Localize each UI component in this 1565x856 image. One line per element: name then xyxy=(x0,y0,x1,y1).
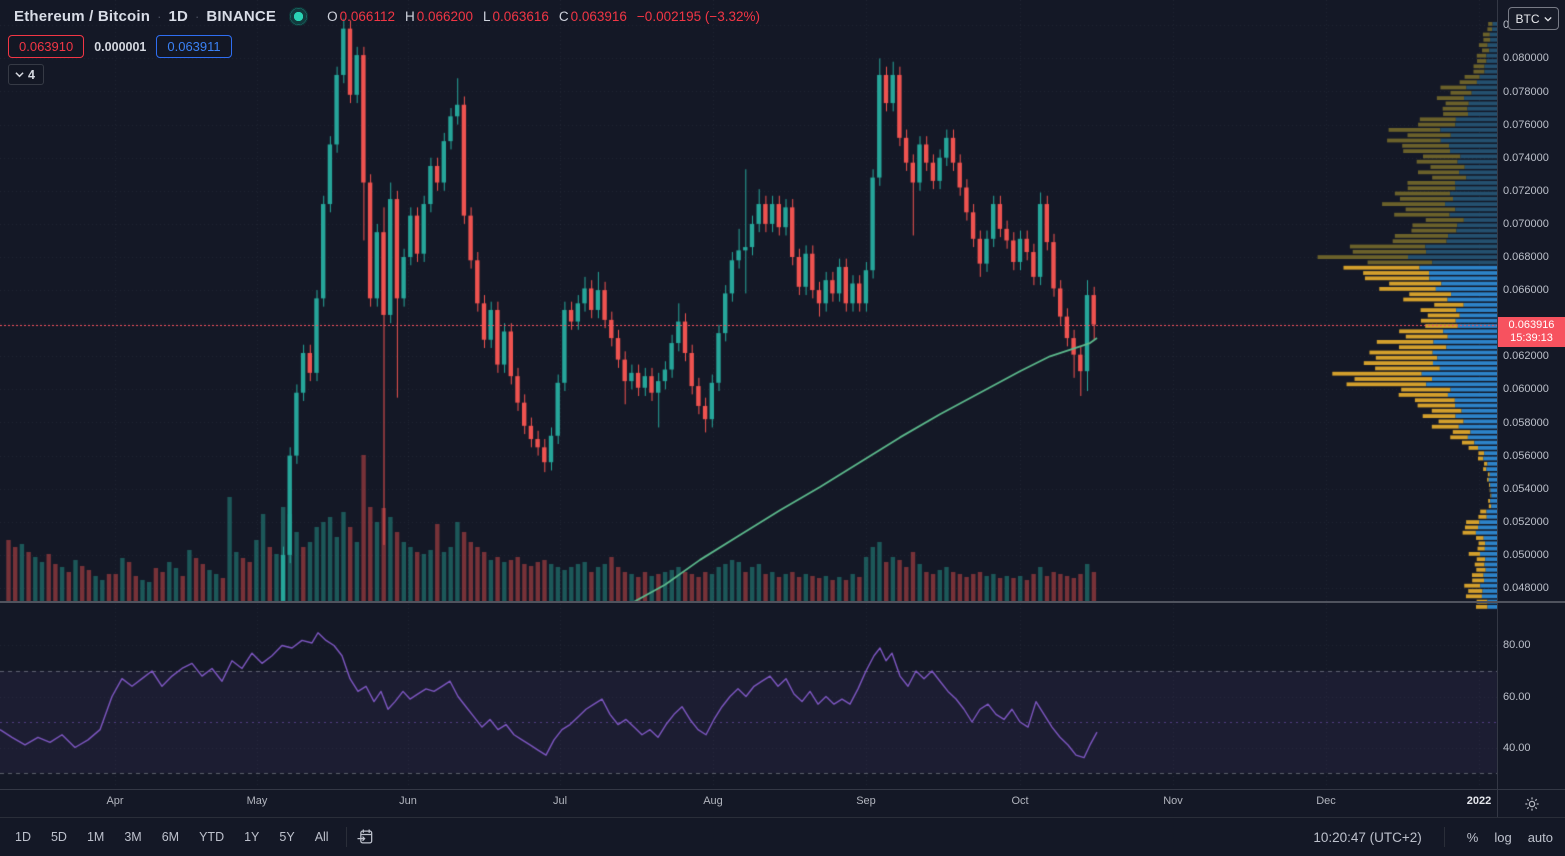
price-tick-label: 0.054000 xyxy=(1503,482,1549,495)
price-tick-label: 0.076000 xyxy=(1503,118,1549,131)
buy-button[interactable]: 0.063911 xyxy=(156,35,232,58)
toolbar-border xyxy=(0,817,1565,818)
chart-header: Ethereum / Bitcoin · 1D · BINANCE O 0.066… xyxy=(14,7,760,26)
toolbar-divider xyxy=(1443,827,1445,847)
exchange-logo-icon xyxy=(289,7,309,26)
toolbar-right-group: 10:20:47 (UTC+2) % log auto xyxy=(1313,827,1565,847)
toolbar-divider xyxy=(345,827,347,847)
price-tick-label: 0.048000 xyxy=(1503,582,1549,594)
clock-label[interactable]: 10:20:47 (UTC+2) xyxy=(1313,829,1422,845)
price-tick-label: 0.070000 xyxy=(1503,217,1549,230)
range-button-1m[interactable]: 1M xyxy=(86,830,105,844)
month-label: Nov xyxy=(1163,795,1183,807)
go-to-date-icon[interactable] xyxy=(355,827,375,847)
price-tick-label: 0.080000 xyxy=(1503,52,1549,65)
range-button-group: 1D 5D 1M 3M 6M YTD 1Y 5Y All xyxy=(0,826,338,848)
price-tick-label: 0.050000 xyxy=(1503,548,1549,561)
range-button-all[interactable]: All xyxy=(314,830,329,844)
pane-separator[interactable] xyxy=(0,601,1565,603)
month-label: Sep xyxy=(856,795,876,807)
indicators-collapse-button[interactable]: 4 xyxy=(8,64,44,85)
separator-dot: · xyxy=(195,9,200,24)
price-tick-label: 0.058000 xyxy=(1503,416,1549,429)
month-label: Apr xyxy=(106,795,124,807)
price-tick-label: 0.066000 xyxy=(1503,284,1549,297)
range-button-3m[interactable]: 3M xyxy=(124,830,142,844)
year-label: 2022 xyxy=(1466,795,1492,807)
bottom-toolbar: 1D 5D 1M 3M 6M YTD 1Y 5Y All 10:20:47 (UTC+2) % l… xyxy=(0,818,1565,856)
month-label: Oct xyxy=(1011,795,1029,807)
axis-settings-gear-icon[interactable] xyxy=(1522,794,1542,814)
spread-value: 0.000001 xyxy=(94,39,147,54)
low-label: L xyxy=(483,9,491,24)
chevron-down-icon xyxy=(1543,16,1552,22)
high-label: H xyxy=(404,9,415,24)
last-price-label: 0.063916 15:39:13 xyxy=(1498,317,1565,347)
price-tick-label: 0.052000 xyxy=(1503,515,1549,528)
currency-toggle-button[interactable]: BTC xyxy=(1508,7,1559,30)
price-tick-label: 0.068000 xyxy=(1503,251,1549,263)
month-label: Dec xyxy=(1316,795,1336,807)
price-tick-label: 0.078000 xyxy=(1503,85,1549,98)
interval-label[interactable]: 1D xyxy=(168,8,189,25)
range-button-6m[interactable]: 6M xyxy=(161,830,180,844)
close-value: 0.063916 xyxy=(570,9,627,24)
range-button-1y[interactable]: 1Y xyxy=(244,830,260,844)
main-chart[interactable] xyxy=(0,0,1497,790)
exchange-label[interactable]: BINANCE xyxy=(206,8,277,25)
month-label: Jun xyxy=(399,795,417,807)
month-label: May xyxy=(246,795,268,807)
range-button-1d[interactable]: 1D xyxy=(15,830,31,844)
indicators-count: 4 xyxy=(28,67,35,82)
separator-dot: · xyxy=(157,9,162,24)
last-price-value: 0.063916 xyxy=(1508,319,1555,331)
ohlc-readout: O 0.066112 H 0.066200 L 0.063616 C 0.063916 … xyxy=(327,9,760,24)
price-tick-label: 0.062000 xyxy=(1503,350,1549,363)
open-label: O xyxy=(327,9,338,24)
close-label: C xyxy=(558,9,569,24)
month-label: Aug xyxy=(703,795,723,807)
chevron-down-icon xyxy=(15,72,24,78)
bar-countdown: 15:39:13 xyxy=(1510,332,1553,344)
price-tick-label: 0.060000 xyxy=(1503,383,1549,396)
time-axis-border xyxy=(0,789,1565,790)
rsi-tick-label: 80.00 xyxy=(1503,639,1531,651)
sell-button[interactable]: 0.063910 xyxy=(8,35,85,58)
scale-mode-log[interactable]: log xyxy=(1494,829,1512,845)
month-label: Jul xyxy=(552,795,568,807)
scale-mode-group: % log auto xyxy=(1467,830,1553,845)
currency-label: BTC xyxy=(1515,11,1540,26)
price-axis-border xyxy=(1497,0,1498,817)
scale-mode-auto[interactable]: auto xyxy=(1527,829,1553,845)
price-tick-label: 0.072000 xyxy=(1503,184,1549,197)
low-value: 0.063616 xyxy=(492,9,549,24)
range-button-5d[interactable]: 5D xyxy=(50,830,67,844)
price-tick-label: 0.074000 xyxy=(1503,151,1549,164)
scale-mode-percent[interactable]: % xyxy=(1466,829,1479,845)
change-value: −0.002195 (−3.32%) xyxy=(636,9,761,24)
symbol-title[interactable]: Ethereum / Bitcoin xyxy=(14,8,151,25)
range-button-5y[interactable]: 5Y xyxy=(279,830,295,844)
quote-bar: 0.063910 0.000001 0.063911 xyxy=(8,35,232,58)
open-value: 0.066112 xyxy=(339,9,395,24)
range-button-ytd[interactable]: YTD xyxy=(199,830,225,844)
price-tick-label: 0.056000 xyxy=(1503,449,1549,462)
high-value: 0.066200 xyxy=(416,9,474,24)
rsi-tick-label: 40.00 xyxy=(1503,742,1531,754)
rsi-tick-label: 60.00 xyxy=(1503,691,1531,703)
